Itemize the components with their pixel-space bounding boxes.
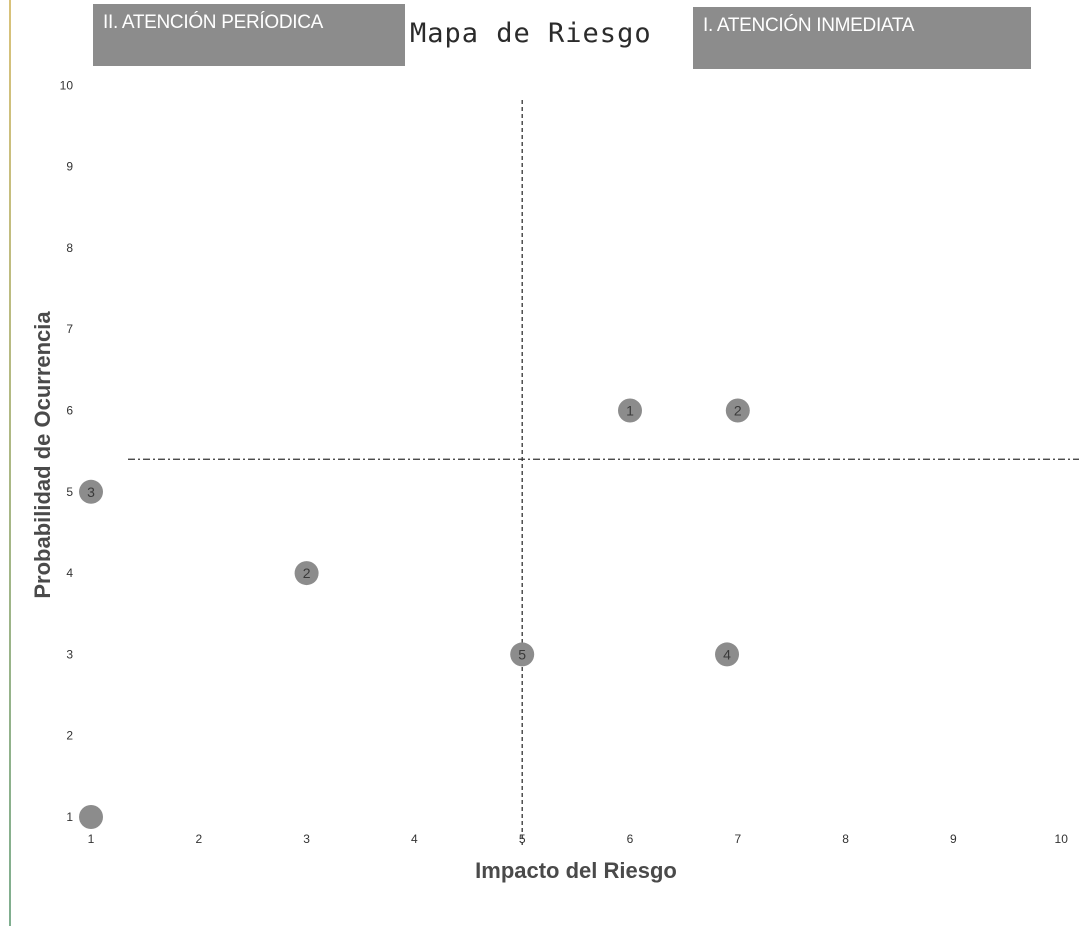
data-point-label: 3	[87, 484, 95, 500]
data-point-marker	[510, 642, 535, 667]
data-point-marker	[618, 398, 642, 423]
data-point: 2	[294, 561, 319, 586]
data-point-marker	[294, 561, 319, 586]
x-tick-label: 4	[411, 832, 418, 846]
quadrant-label-immediate: I. ATENCIÓN INMEDIATA	[703, 15, 915, 36]
data-point-label: 1	[626, 403, 634, 419]
data-point	[79, 805, 103, 829]
x-tick-label: 2	[195, 832, 202, 846]
x-tick-label: 5	[519, 832, 526, 846]
quadrant-label-periodic: II. ATENCIÓN PERÍODICA	[103, 12, 324, 33]
x-axis-title: Impacto del Riesgo	[475, 858, 677, 883]
y-tick-label: 4	[66, 566, 73, 580]
quadrant-banner-periodic: II. ATENCIÓN PERÍODICA	[93, 4, 405, 66]
page-left-rule	[9, 0, 11, 926]
data-point: 1	[618, 398, 642, 423]
x-axis-ticks: 1 2 3 4 5 6 7 8 9 10	[88, 832, 1069, 846]
x-tick-label: 6	[627, 832, 634, 846]
data-point-marker	[79, 805, 103, 829]
chart-title: Mapa de Riesgo	[410, 18, 652, 49]
data-point-marker	[79, 479, 103, 504]
data-point-marker	[715, 642, 740, 667]
y-tick-label: 5	[66, 485, 73, 499]
quadrant-banner-immediate: I. ATENCIÓN INMEDIATA	[693, 7, 1031, 69]
data-point-label: 2	[734, 403, 742, 419]
y-tick-label: 2	[66, 729, 73, 743]
data-point: 3	[79, 479, 103, 504]
y-tick-label: 6	[66, 404, 73, 418]
x-tick-label: 7	[734, 832, 741, 846]
data-point: 5	[510, 642, 535, 667]
data-points: 1 2 3 2 5 4	[79, 398, 750, 829]
x-tick-label: 10	[1055, 832, 1069, 846]
data-point-label: 2	[303, 565, 311, 581]
y-tick-label: 9	[66, 160, 73, 174]
data-point-label: 4	[723, 646, 731, 662]
data-point-marker	[725, 398, 750, 423]
x-tick-label: 9	[950, 832, 957, 846]
x-tick-label: 1	[88, 832, 95, 846]
y-tick-label: 1	[66, 810, 73, 824]
data-point-label: 5	[518, 646, 526, 662]
x-tick-label: 8	[842, 832, 849, 846]
data-point: 2	[725, 398, 750, 423]
x-tick-label: 3	[303, 832, 310, 846]
y-tick-label: 7	[66, 322, 73, 336]
y-axis-ticks: 1 2 3 4 5 6 7 8 9 10	[60, 78, 74, 824]
y-axis-title: Probabilidad de Ocurrencia	[30, 311, 55, 599]
y-tick-label: 8	[66, 241, 73, 255]
data-point: 4	[715, 642, 740, 667]
y-tick-label: 3	[66, 647, 73, 661]
y-tick-label: 10	[60, 78, 74, 92]
threshold-lines	[128, 100, 1079, 845]
